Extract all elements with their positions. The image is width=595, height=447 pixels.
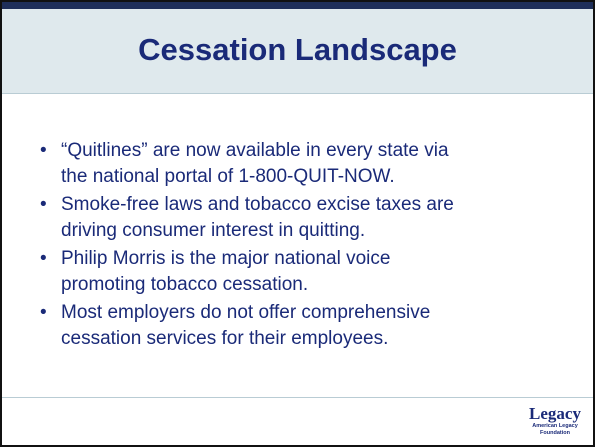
bullet-text: driving consumer interest in quitting.: [61, 220, 366, 241]
slide-title: Cessation Landscape: [138, 32, 457, 67]
footer-line: [2, 397, 593, 398]
bullet-list: • “Quitlines” are now available in every …: [2, 138, 593, 354]
top-bar: [2, 2, 593, 9]
bullet-dot: •: [40, 194, 47, 215]
bullet-text: “Quitlines” are now available in every s…: [61, 140, 449, 161]
bullet-dot: •: [40, 248, 47, 269]
bullet-text: Smoke-free laws and tobacco excise taxes…: [61, 194, 454, 215]
bullet: • “Quitlines” are now available in every …: [2, 138, 593, 190]
title-box: [2, 9, 593, 94]
logo-subtitle: Foundation: [540, 429, 570, 436]
bullet: • Philip Morris is the major national voi…: [2, 246, 593, 298]
bullet-text: the national portal of 1-800-QUIT-NOW.: [61, 166, 395, 187]
bullet: • Most employers do not offer comprehensi…: [2, 300, 593, 352]
bullet-text: Most employers do not offer comprehensiv…: [61, 302, 431, 323]
logo: Legacy American Legacy Foundation: [525, 405, 585, 436]
bullet-text: promoting tobacco cessation.: [61, 274, 309, 295]
bullet-dot: •: [40, 302, 47, 323]
bullet: • Smoke-free laws and tobacco excise taxe…: [2, 192, 593, 244]
logo-name: Legacy: [529, 404, 581, 423]
logo-subtitle: American Legacy: [532, 423, 578, 429]
bullet-dot: •: [40, 140, 47, 161]
bullet-text: cessation services for their employees.: [61, 328, 389, 349]
bullet-text: Philip Morris is the major national voic…: [61, 248, 391, 269]
